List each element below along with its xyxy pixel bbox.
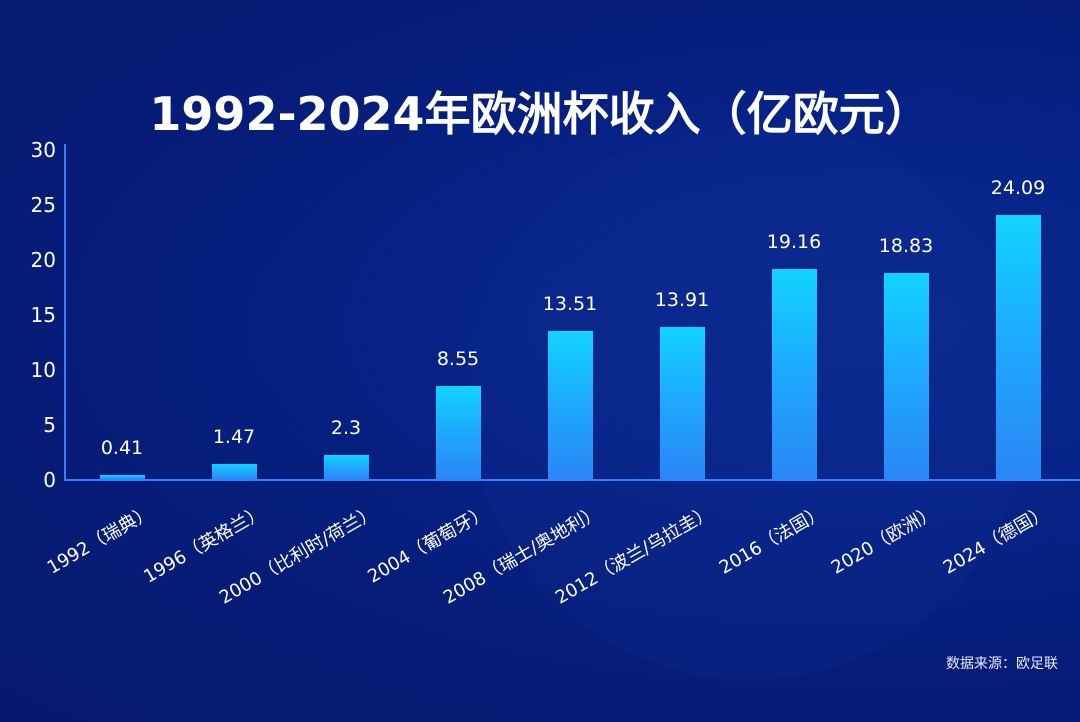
bar bbox=[100, 475, 145, 480]
y-tick-label: 5 bbox=[43, 413, 56, 437]
bar bbox=[212, 463, 257, 480]
bar bbox=[548, 331, 593, 480]
bar-value-label: 0.41 bbox=[100, 437, 144, 460]
data-source-note: 数据来源：欧足联 bbox=[946, 656, 1058, 672]
y-tick-label: 30 bbox=[30, 138, 56, 162]
bar bbox=[436, 385, 481, 480]
y-axis bbox=[64, 144, 66, 481]
bar bbox=[996, 215, 1041, 480]
bar-value-label: 24.09 bbox=[990, 177, 1046, 199]
bar-value-label: 1.47 bbox=[212, 425, 256, 448]
bar-value-label: 2.3 bbox=[330, 416, 362, 439]
bar-value-label: 13.91 bbox=[654, 288, 710, 311]
bar bbox=[772, 269, 817, 480]
bar bbox=[324, 454, 369, 480]
bar bbox=[884, 272, 929, 480]
y-tick-label: 25 bbox=[30, 193, 56, 217]
bar-value-label: 18.83 bbox=[878, 234, 934, 257]
bar bbox=[660, 326, 705, 480]
y-tick-label: 20 bbox=[30, 248, 56, 272]
bar-value-label: 8.55 bbox=[436, 347, 480, 370]
x-axis bbox=[64, 479, 1080, 481]
y-tick-label: 15 bbox=[30, 303, 56, 327]
y-tick-label: 0 bbox=[43, 468, 56, 492]
chart-title: 1992-2024年欧洲杯收入（亿欧元） bbox=[149, 87, 931, 141]
bar-value-label: 13.51 bbox=[542, 293, 598, 316]
bar-value-label: 19.16 bbox=[766, 231, 822, 254]
y-tick-label: 10 bbox=[30, 358, 56, 382]
